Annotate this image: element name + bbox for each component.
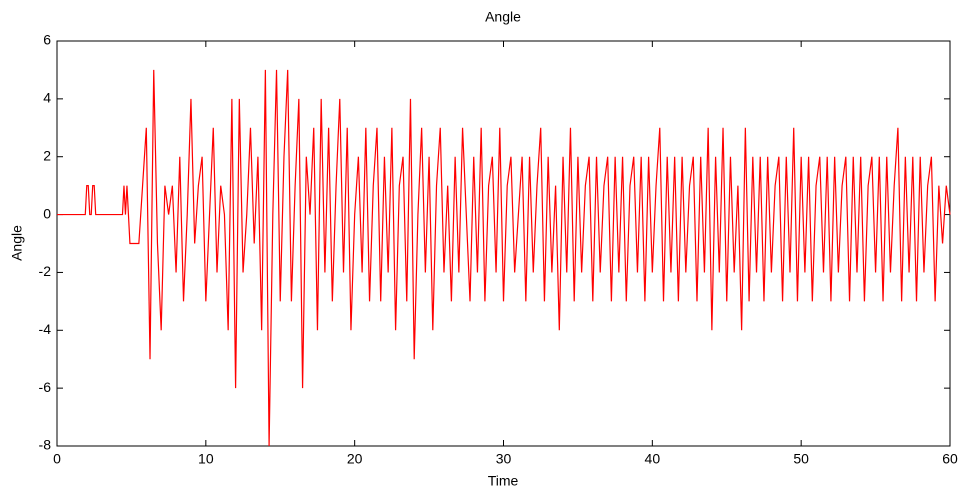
data-line [57,69,951,447]
x-tick-label: 60 [942,451,958,467]
y-tick-label: 6 [43,32,51,48]
y-tick-label: 0 [43,205,51,221]
chart-title: Angle [485,9,521,25]
x-tick-label: 40 [645,451,661,467]
y-tick-label: 4 [43,90,51,106]
x-tick-label: 10 [198,451,214,467]
y-tick-label: -4 [39,321,52,337]
y-tick-label: -6 [39,379,52,395]
x-tick-label: 30 [496,451,512,467]
y-tick-label: -8 [39,437,52,453]
y-tick-label: 2 [43,147,51,163]
x-axis-label: Time [488,473,519,489]
y-tick-label: -2 [39,263,52,279]
y-axis-label: Angle [9,225,25,261]
x-tick-label: 0 [53,451,61,467]
x-tick-label: 20 [347,451,363,467]
x-tick-label: 50 [793,451,809,467]
